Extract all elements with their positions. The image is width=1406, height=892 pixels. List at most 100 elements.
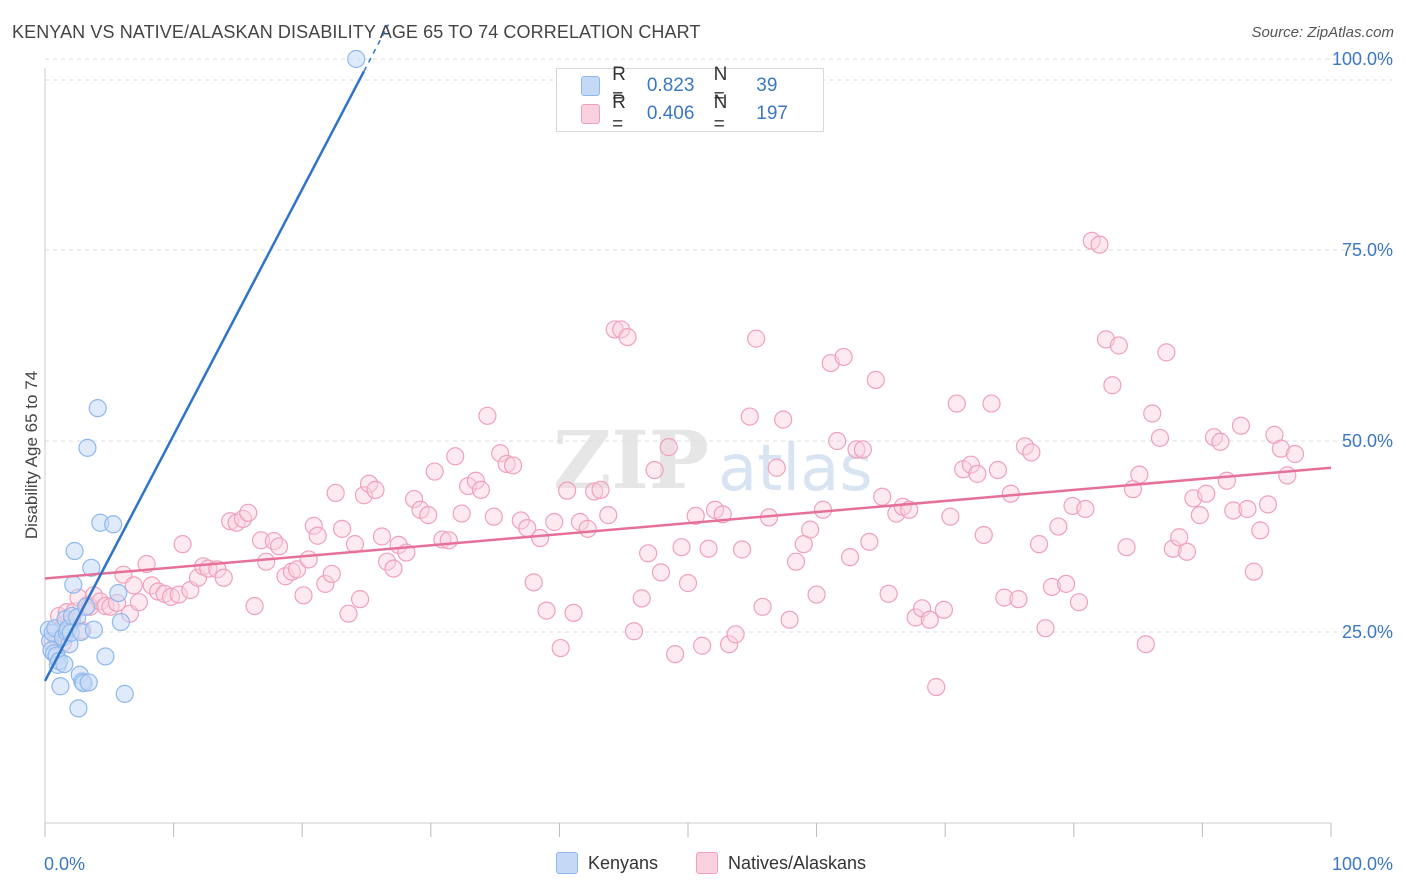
data-point-native bbox=[1251, 521, 1270, 540]
data-point-native bbox=[968, 464, 987, 483]
data-point-native bbox=[995, 588, 1014, 607]
data-point-native bbox=[974, 525, 993, 545]
data-point-native bbox=[524, 573, 543, 592]
data-point-kenyan bbox=[104, 515, 123, 534]
data-point-native bbox=[504, 456, 523, 475]
data-point-native bbox=[651, 563, 671, 582]
data-point-native bbox=[537, 601, 556, 620]
data-point-native bbox=[1217, 471, 1236, 490]
source-label: Source: ZipAtlas.com bbox=[1251, 24, 1394, 41]
data-point-native bbox=[1036, 619, 1055, 638]
data-point-native bbox=[332, 519, 352, 538]
data-point-native bbox=[264, 531, 284, 551]
data-point-native bbox=[124, 576, 143, 595]
data-point-native bbox=[1150, 428, 1170, 448]
data-point-native bbox=[624, 622, 644, 641]
data-point-native bbox=[853, 440, 872, 459]
data-point-native bbox=[947, 394, 966, 413]
legend-swatch-pink bbox=[581, 104, 601, 124]
data-point-native bbox=[564, 603, 583, 623]
data-point-kenyan bbox=[88, 399, 107, 418]
bottom-legend-label: Kenyans bbox=[588, 852, 659, 873]
data-point-native bbox=[578, 519, 597, 538]
data-point-native bbox=[1163, 539, 1182, 558]
data-point-native bbox=[1069, 593, 1089, 612]
data-point-native bbox=[299, 550, 318, 569]
data-point-native bbox=[551, 638, 570, 658]
data-point-kenyan bbox=[64, 575, 83, 594]
data-point-native bbox=[366, 480, 385, 499]
data-point-native bbox=[339, 604, 358, 623]
data-point-native bbox=[322, 564, 341, 584]
data-point-native bbox=[1244, 562, 1263, 581]
legend-n-value: 39 bbox=[756, 75, 778, 96]
data-point-native bbox=[834, 347, 853, 367]
x-tick-label: 0.0% bbox=[44, 854, 85, 874]
watermark-atlas: atlas bbox=[718, 432, 873, 506]
trend-line-kenyans-extension bbox=[363, 24, 390, 72]
data-point-native bbox=[699, 539, 718, 558]
data-point-native bbox=[618, 327, 637, 347]
trend-line-natives bbox=[44, 466, 1332, 580]
data-point-kenyan bbox=[69, 699, 88, 718]
bottom-legend-swatch-blue bbox=[556, 852, 578, 874]
legend-r-value: 0.823 bbox=[646, 75, 695, 96]
data-point-native bbox=[419, 506, 438, 525]
trend-line-kenyans bbox=[43, 70, 366, 682]
data-point-native bbox=[1103, 376, 1122, 395]
data-point-kenyan bbox=[109, 583, 128, 603]
data-point-native bbox=[173, 535, 192, 554]
data-point-native bbox=[425, 462, 444, 481]
data-point-native bbox=[1231, 416, 1251, 435]
data-point-native bbox=[1090, 235, 1109, 254]
data-point-native bbox=[780, 610, 799, 629]
data-point-native bbox=[257, 552, 276, 571]
data-point-kenyan bbox=[347, 49, 366, 69]
data-point-native bbox=[1224, 501, 1243, 520]
data-point-native bbox=[287, 560, 307, 579]
data-point-native bbox=[1278, 466, 1297, 485]
data-point-native bbox=[1136, 635, 1155, 654]
data-point-native bbox=[753, 597, 772, 616]
legend-row-natives: R = 0.406 N = 197 bbox=[581, 92, 823, 135]
chart-title: KENYAN VS NATIVE/ALASKAN DISABILITY AGE … bbox=[12, 22, 701, 42]
data-point-native bbox=[612, 320, 631, 339]
data-point-native bbox=[720, 635, 739, 654]
data-point-native bbox=[807, 585, 826, 604]
data-point-native bbox=[767, 458, 786, 477]
y-tick-label: 75.0% bbox=[1342, 240, 1393, 260]
data-point-native bbox=[1190, 506, 1209, 525]
data-point-native bbox=[840, 548, 860, 567]
data-point-native bbox=[377, 552, 397, 571]
data-point-native bbox=[326, 483, 345, 503]
data-point-native bbox=[545, 512, 564, 532]
data-point-kenyan bbox=[111, 612, 130, 632]
data-point-native bbox=[1170, 528, 1189, 547]
data-point-native bbox=[988, 460, 1008, 480]
legend-row-kenyans: R = 0.823 N = 39 bbox=[581, 64, 823, 107]
data-point-native bbox=[786, 552, 806, 571]
data-point-native bbox=[599, 506, 618, 525]
data-point-native bbox=[1157, 343, 1176, 362]
data-point-native bbox=[304, 516, 323, 535]
data-point-native bbox=[484, 507, 503, 526]
data-point-native bbox=[511, 511, 530, 530]
data-point-native bbox=[372, 527, 392, 546]
data-point-native bbox=[239, 503, 258, 522]
data-point-native bbox=[961, 455, 981, 474]
data-point-native bbox=[672, 538, 691, 557]
data-point-native bbox=[570, 512, 590, 532]
bottom-legend-swatch-pink bbox=[696, 852, 718, 874]
legend-n-label: N = bbox=[713, 64, 728, 107]
data-point-native bbox=[747, 329, 766, 348]
data-point-native bbox=[982, 394, 1001, 413]
data-point-native bbox=[879, 584, 898, 603]
data-point-native bbox=[214, 568, 233, 587]
data-point-native bbox=[316, 574, 335, 593]
legend-n-value: 197 bbox=[756, 103, 788, 124]
data-point-native bbox=[558, 481, 577, 500]
legend-r-value: 0.406 bbox=[646, 103, 695, 124]
x-tick-label: 100.0% bbox=[1332, 854, 1393, 874]
data-point-native bbox=[632, 589, 651, 608]
